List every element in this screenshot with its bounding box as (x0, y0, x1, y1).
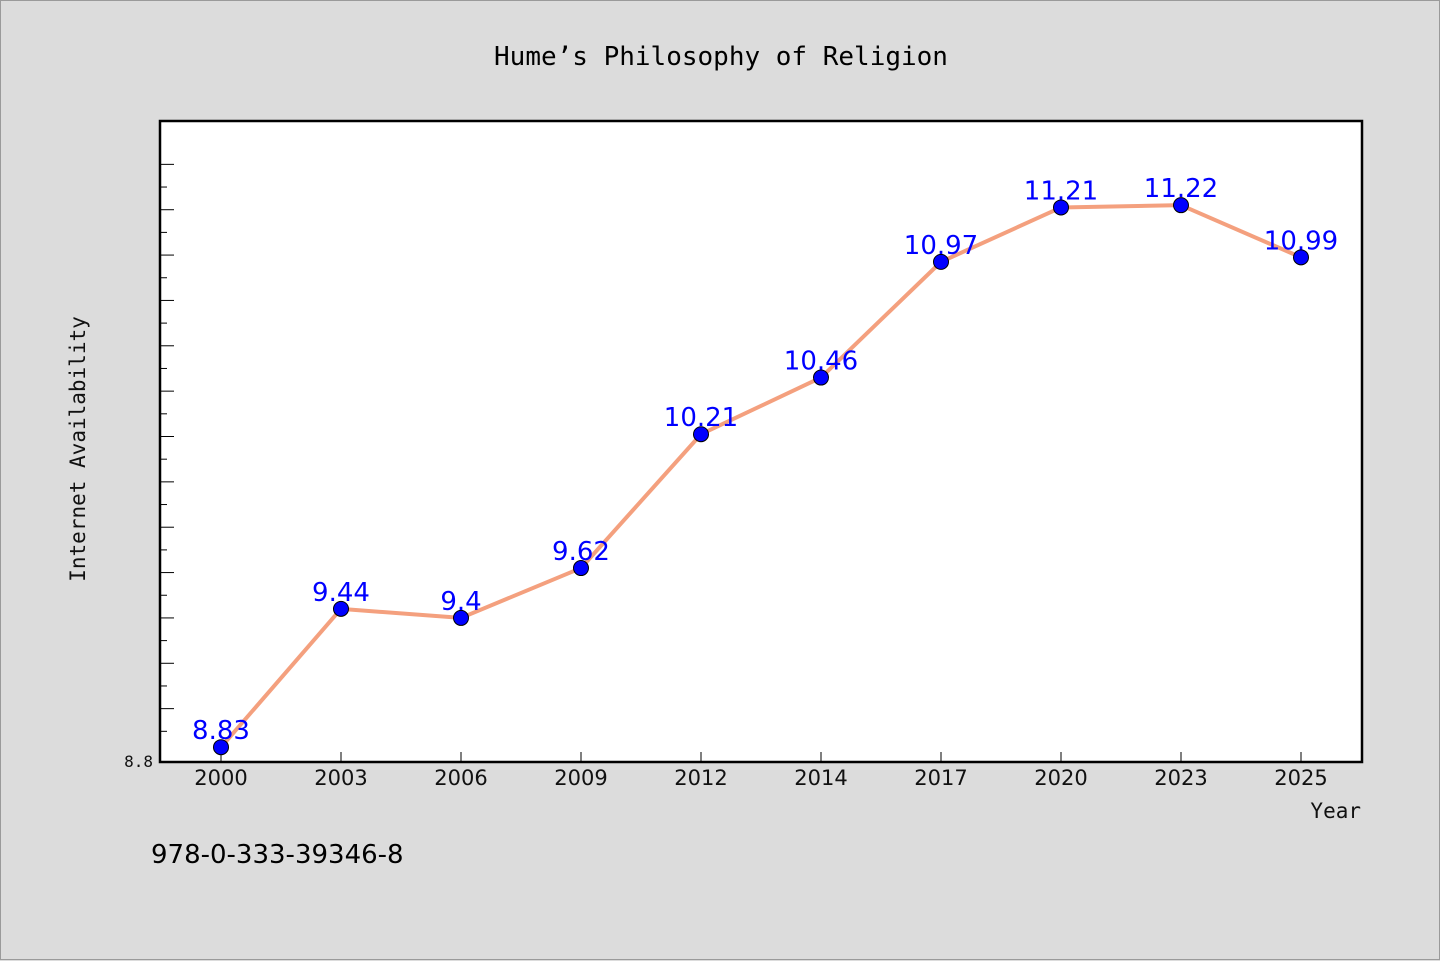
y-tick-label-min: 8.8 (124, 752, 153, 771)
x-tick-label-2012: 2012 (674, 766, 727, 790)
y-axis-ticks (160, 163, 174, 732)
x-tick-label-2017: 2017 (914, 766, 967, 790)
data-label-2014: 10.46 (784, 347, 858, 377)
data-label-2006: 9.4 (440, 587, 481, 617)
x-axis-label: Year (1310, 799, 1361, 823)
x-tick-label-2025: 2025 (1274, 766, 1327, 790)
x-tick-label-2020: 2020 (1034, 766, 1087, 790)
series-layer: 8.83 9.44 9.4 9.62 10.21 10.46 10.97 11.21 11.22… (192, 174, 1338, 756)
data-label-2017: 10.97 (904, 231, 978, 261)
data-point-2012 (693, 426, 709, 443)
plot-area (158, 119, 1364, 764)
data-point-2025 (1293, 249, 1309, 266)
x-tick-label-2003: 2003 (314, 766, 367, 790)
series-line (219, 203, 1302, 749)
data-label-2012: 10.21 (664, 403, 738, 433)
x-tick-label-2006: 2006 (434, 766, 487, 790)
data-label-2025: 10.99 (1264, 226, 1338, 256)
data-label-2009: 9.62 (552, 537, 610, 567)
data-point-2017 (933, 253, 949, 270)
data-point-2003 (333, 600, 349, 617)
x-axis-ticks: 2000 2003 2006 2009 2012 2014 2017 2020 2023 2025 (194, 752, 1328, 790)
data-point-2023 (1173, 197, 1189, 214)
data-label-2003: 9.44 (312, 578, 370, 608)
data-point-2000 (213, 739, 229, 756)
data-point-2014 (813, 369, 829, 386)
data-label-2020: 11.21 (1024, 176, 1098, 206)
y-axis-label: Internet Availability (66, 316, 90, 582)
data-point-2009 (573, 560, 589, 577)
x-tick-label-2014: 2014 (794, 766, 847, 790)
x-tick-label-2023: 2023 (1154, 766, 1207, 790)
footer-isbn: 978-0-333-39346-8 (151, 840, 404, 870)
x-tick-label-2009: 2009 (554, 766, 607, 790)
chart-title: Hume’s Philosophy of Religion (494, 42, 948, 72)
data-label-2000: 8.83 (192, 716, 250, 746)
x-tick-label-2000: 2000 (194, 766, 247, 790)
data-point-2020 (1053, 199, 1069, 216)
data-point-2006 (453, 609, 469, 626)
data-label-2023: 11.22 (1144, 174, 1218, 204)
